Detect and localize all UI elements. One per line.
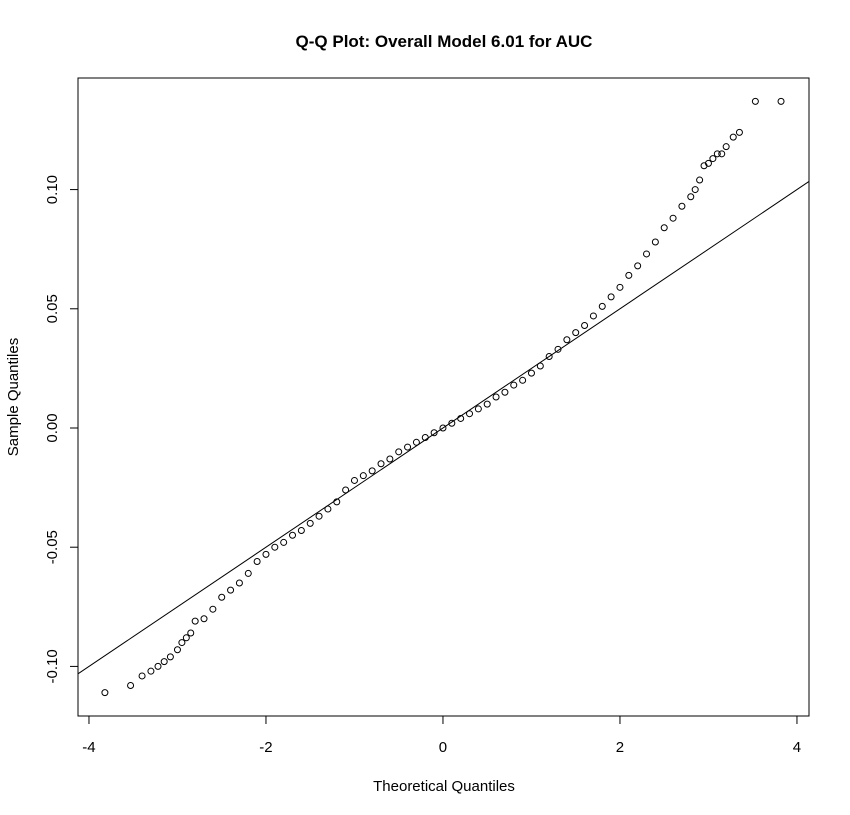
point	[333, 498, 341, 506]
point	[625, 271, 633, 279]
point	[729, 133, 737, 141]
x-tick-label: 4	[793, 739, 801, 756]
point	[421, 434, 429, 442]
point	[589, 312, 597, 320]
point	[209, 605, 217, 613]
point	[315, 512, 323, 520]
point	[709, 155, 717, 163]
y-tick-label: 0.00	[44, 413, 61, 442]
chart-title: Q-Q Plot: Overall Model 6.01 for AUC	[296, 32, 593, 51]
point	[271, 543, 279, 551]
point	[704, 159, 712, 167]
point	[554, 345, 562, 353]
x-axis-label: Theoretical Quantiles	[373, 778, 515, 795]
point	[572, 329, 580, 337]
x-tick-label: 2	[616, 739, 624, 756]
point	[660, 224, 668, 232]
point	[501, 388, 509, 396]
point	[173, 646, 181, 654]
point	[138, 672, 146, 680]
point	[616, 283, 624, 291]
point	[527, 369, 535, 377]
point	[598, 302, 606, 310]
point	[678, 202, 686, 210]
reference-line	[77, 181, 810, 675]
point	[235, 579, 243, 587]
plot-frame	[77, 77, 810, 717]
point	[439, 424, 447, 432]
point	[735, 128, 743, 136]
point	[154, 662, 162, 670]
point	[718, 150, 726, 158]
point	[191, 617, 199, 625]
y-axis-label: Sample Quantiles	[5, 338, 22, 456]
point	[412, 438, 420, 446]
point	[722, 143, 730, 151]
point	[262, 550, 270, 558]
point	[545, 352, 553, 360]
point	[777, 97, 785, 105]
point	[607, 293, 615, 301]
point	[691, 186, 699, 194]
point	[651, 238, 659, 246]
point	[474, 405, 482, 413]
point	[253, 558, 261, 566]
point	[713, 150, 721, 158]
point	[297, 527, 305, 535]
point	[386, 455, 394, 463]
point	[448, 419, 456, 427]
point	[324, 505, 332, 513]
y-tick-label: 0.05	[44, 294, 61, 323]
point	[519, 376, 527, 384]
x-tick-label: -4	[82, 739, 95, 756]
point	[244, 569, 252, 577]
point	[483, 400, 491, 408]
point	[127, 681, 135, 689]
point	[696, 176, 704, 184]
point	[404, 443, 412, 451]
point	[218, 593, 226, 601]
point	[466, 410, 474, 418]
point	[350, 476, 358, 484]
point	[182, 634, 190, 642]
point	[687, 193, 695, 201]
y-tick-label: -0.05	[44, 530, 61, 564]
x-tick-label: -2	[259, 739, 272, 756]
point	[377, 460, 385, 468]
point	[634, 262, 642, 270]
point	[187, 629, 195, 637]
point	[101, 689, 109, 697]
point	[306, 519, 314, 527]
point	[178, 639, 186, 647]
point	[669, 214, 677, 222]
point	[200, 615, 208, 623]
point	[147, 667, 155, 675]
point	[457, 414, 465, 422]
y-tick-label: -0.10	[44, 649, 61, 683]
point	[563, 336, 571, 344]
point	[368, 467, 376, 475]
point	[395, 448, 403, 456]
point	[492, 393, 500, 401]
point	[160, 658, 168, 666]
x-tick-label: 0	[439, 739, 447, 756]
point	[536, 362, 544, 370]
point	[430, 429, 438, 437]
point	[289, 531, 297, 539]
point	[342, 486, 350, 494]
point	[751, 97, 759, 105]
point	[227, 586, 235, 594]
point	[581, 321, 589, 329]
point	[166, 653, 174, 661]
point	[510, 381, 518, 389]
point	[643, 250, 651, 258]
point	[280, 538, 288, 546]
y-tick-label: 0.10	[44, 175, 61, 204]
point	[359, 472, 367, 480]
